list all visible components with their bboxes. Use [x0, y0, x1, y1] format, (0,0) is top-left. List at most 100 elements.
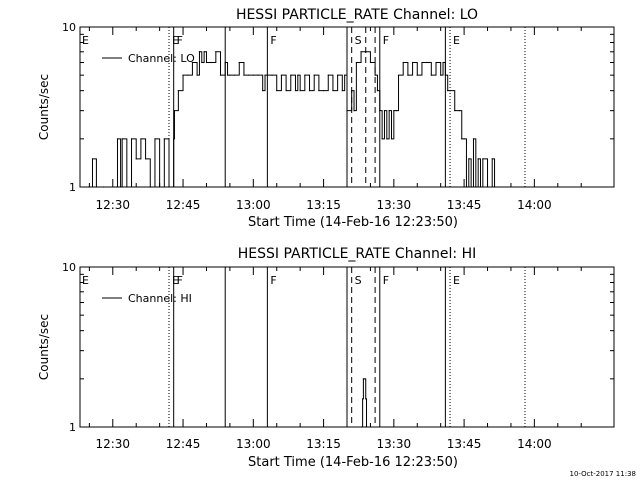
data-point: [177, 90, 179, 92]
data-point: [344, 74, 346, 76]
data-point: [365, 426, 368, 428]
y-axis-label: Counts/sec: [37, 74, 51, 140]
event-marker-label: E: [453, 274, 460, 287]
data-point: [479, 186, 482, 188]
event-marker-label: E: [172, 274, 179, 287]
data-point: [351, 90, 353, 92]
data-point: [383, 110, 386, 112]
data-point: [379, 110, 381, 112]
data-point: [341, 90, 343, 92]
x-tick-label: 13:45: [447, 198, 482, 212]
data-point: [332, 90, 334, 92]
data-point: [233, 74, 236, 76]
chart-title: HESSI PARTICLE_RATE Channel: HI: [238, 246, 476, 262]
data-point: [201, 61, 203, 64]
data-point: [224, 61, 226, 64]
data-point: [257, 74, 259, 76]
data-point: [116, 186, 118, 188]
x-axis-label: Start Time (14-Feb-16 12:23:50): [248, 215, 458, 230]
data-point: [362, 398, 364, 400]
data-point: [140, 138, 142, 140]
event-markers: EF F S F E: [168, 267, 526, 427]
data-point: [116, 138, 119, 140]
x-tick-label: 13:00: [236, 437, 271, 451]
data-point: [203, 51, 205, 53]
event-marker-label: F: [270, 34, 276, 47]
data-point: [374, 74, 376, 76]
series: [88, 51, 496, 188]
data-point: [313, 74, 315, 76]
legend-label: Channel: LO: [128, 52, 195, 65]
data-point: [262, 90, 264, 92]
data-point: [191, 61, 194, 64]
data-point: [271, 74, 273, 76]
chart-panel-0: HESSI PARTICLE_RATE Channel: LO 1 10 Counts…: [37, 7, 615, 230]
y-tick-label: 1: [69, 421, 76, 434]
x-tick-label: 12:30: [95, 437, 130, 451]
data-point: [440, 74, 442, 76]
data-point: [276, 90, 278, 92]
corner-label: E: [82, 34, 89, 47]
data-point: [365, 51, 367, 53]
data-point: [266, 74, 268, 76]
data-point: [226, 74, 229, 76]
event-marker-label: F: [177, 34, 183, 47]
data-point: [435, 61, 437, 64]
x-tick-label: 13:00: [236, 198, 271, 212]
x-axis-label: Start Time (14-Feb-16 12:23:50): [248, 455, 458, 470]
x-tick-label: 12:45: [166, 437, 201, 451]
x-tick-label: 13:45: [447, 437, 482, 451]
footer-date: 10-Oct-2017 11:38: [569, 470, 636, 478]
data-point: [299, 90, 301, 92]
x-tick-label: 13:15: [306, 198, 341, 212]
data-point: [416, 74, 418, 76]
data-point: [337, 74, 339, 76]
x-tick-label: 13:15: [306, 437, 341, 451]
data-point: [285, 90, 287, 92]
data-point: [477, 158, 479, 160]
data-point: [355, 61, 357, 64]
data-point: [304, 74, 306, 76]
data-point: [322, 90, 325, 92]
data-point: [182, 74, 184, 76]
data-point: [327, 74, 329, 76]
data-point: [215, 51, 217, 53]
data-point: [376, 90, 379, 92]
data-point: [126, 186, 128, 188]
event-marker-label: S: [355, 34, 362, 47]
data-point: [426, 61, 428, 64]
y-tick-label: 10: [62, 21, 76, 34]
data-point: [248, 74, 250, 76]
data-point: [346, 110, 348, 112]
event-marker-label: F: [383, 34, 389, 47]
data-point: [395, 110, 397, 112]
data-point: [475, 186, 477, 188]
data-point: [149, 186, 151, 188]
data-point: [470, 186, 472, 188]
corner-label: E: [82, 274, 89, 287]
data-point: [369, 61, 372, 64]
data-point: [360, 51, 362, 53]
data-point: [361, 426, 363, 428]
x-tick-label: 13:30: [377, 198, 412, 212]
series-line: [361, 378, 368, 428]
data-point: [168, 186, 170, 188]
data-point: [465, 186, 468, 188]
data-point: [173, 138, 175, 140]
data-point: [280, 74, 283, 76]
data-point: [308, 90, 311, 92]
data-point: [264, 74, 266, 76]
data-point: [173, 110, 176, 112]
data-point: [444, 74, 446, 76]
data-point: [461, 138, 463, 140]
legend: Channel: LO: [102, 52, 195, 65]
data-point: [119, 186, 122, 188]
data-point: [364, 378, 366, 380]
data-point: [458, 110, 461, 112]
data-point: [243, 74, 245, 76]
data-point: [486, 186, 489, 188]
data-point: [482, 158, 484, 160]
x-tick-label: 12:30: [95, 198, 130, 212]
data-point: [252, 74, 254, 76]
